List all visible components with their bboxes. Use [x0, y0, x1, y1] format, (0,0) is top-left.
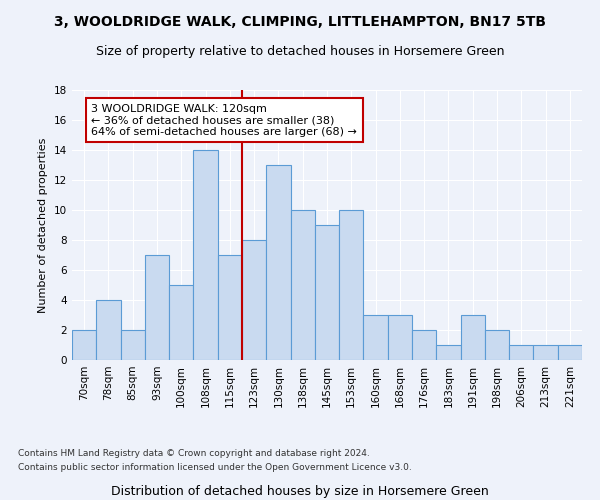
Bar: [96, 300, 121, 360]
Y-axis label: Number of detached properties: Number of detached properties: [38, 138, 49, 312]
Bar: [509, 345, 533, 360]
Bar: [169, 285, 193, 360]
Bar: [339, 210, 364, 360]
Bar: [193, 150, 218, 360]
Bar: [558, 345, 582, 360]
Text: 3 WOOLDRIDGE WALK: 120sqm
← 36% of detached houses are smaller (38)
64% of semi-: 3 WOOLDRIDGE WALK: 120sqm ← 36% of detac…: [91, 104, 358, 136]
Text: Contains public sector information licensed under the Open Government Licence v3: Contains public sector information licen…: [18, 464, 412, 472]
Bar: [461, 315, 485, 360]
Bar: [72, 330, 96, 360]
Text: Size of property relative to detached houses in Horsemere Green: Size of property relative to detached ho…: [96, 45, 504, 58]
Bar: [242, 240, 266, 360]
Bar: [388, 315, 412, 360]
Text: 3, WOOLDRIDGE WALK, CLIMPING, LITTLEHAMPTON, BN17 5TB: 3, WOOLDRIDGE WALK, CLIMPING, LITTLEHAMP…: [54, 15, 546, 29]
Bar: [436, 345, 461, 360]
Bar: [533, 345, 558, 360]
Text: Distribution of detached houses by size in Horsemere Green: Distribution of detached houses by size …: [111, 484, 489, 498]
Bar: [290, 210, 315, 360]
Bar: [218, 255, 242, 360]
Text: Contains HM Land Registry data © Crown copyright and database right 2024.: Contains HM Land Registry data © Crown c…: [18, 448, 370, 458]
Bar: [266, 165, 290, 360]
Bar: [412, 330, 436, 360]
Bar: [485, 330, 509, 360]
Bar: [121, 330, 145, 360]
Bar: [145, 255, 169, 360]
Bar: [364, 315, 388, 360]
Bar: [315, 225, 339, 360]
